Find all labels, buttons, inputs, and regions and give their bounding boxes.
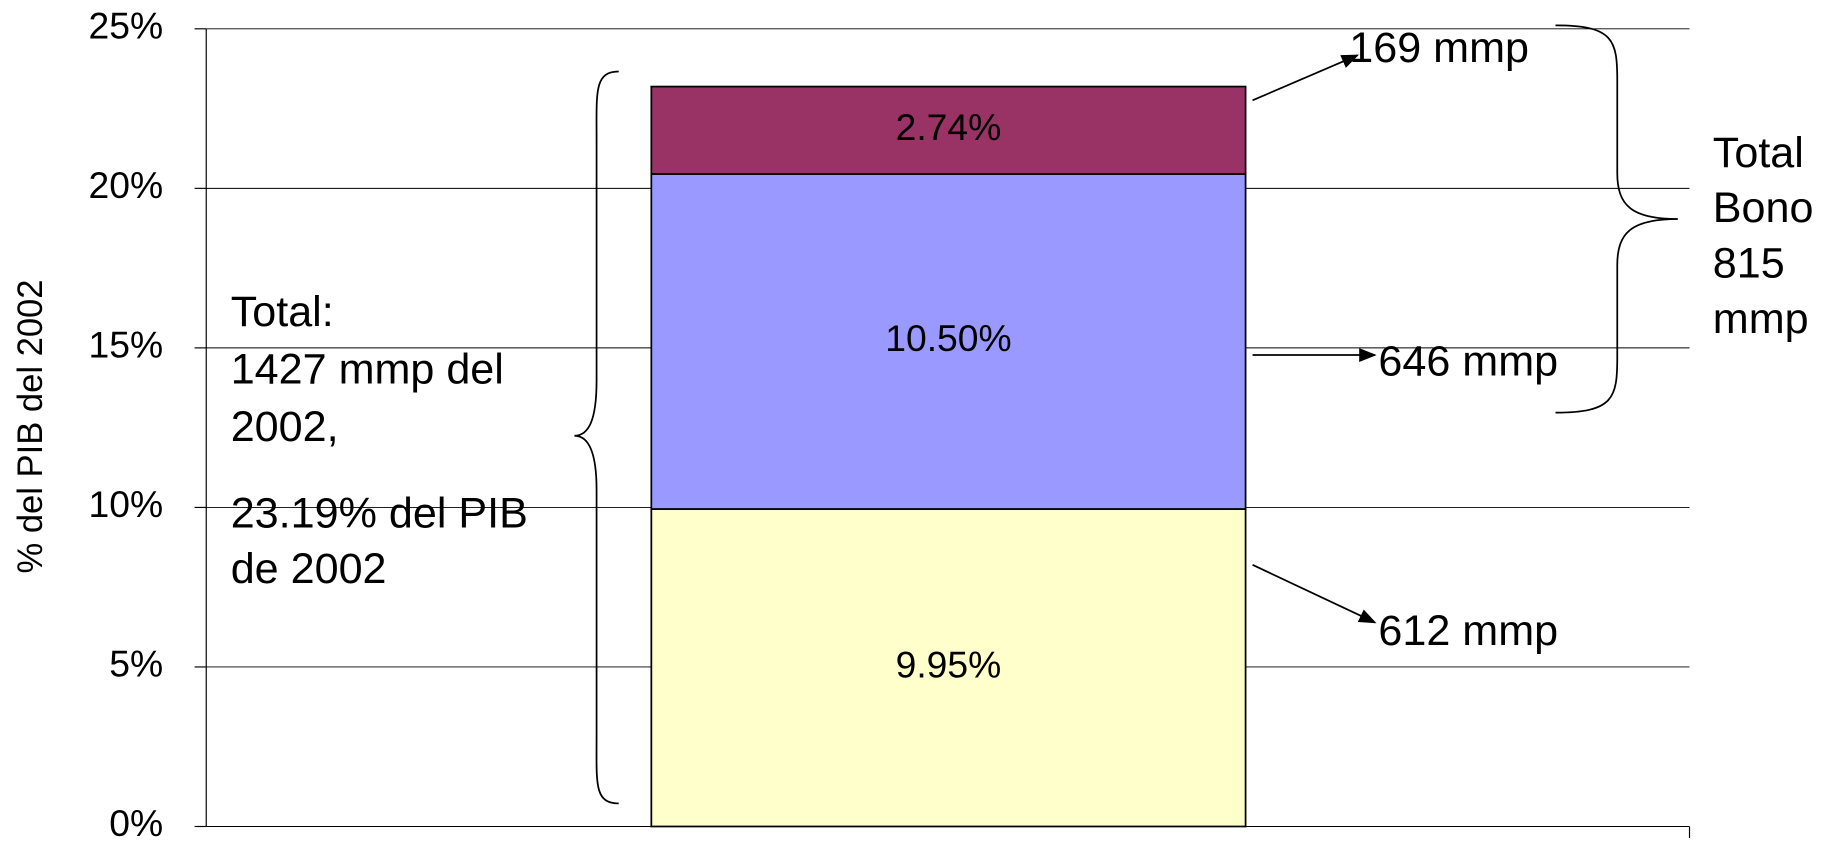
bar-segment bbox=[650, 508, 1247, 828]
brace bbox=[574, 70, 619, 805]
annotation: 612 mmp bbox=[1378, 607, 1558, 655]
annotation: mmp bbox=[1713, 295, 1809, 343]
y-tick-label: 25% bbox=[89, 5, 164, 47]
y-tick-label: 15% bbox=[89, 324, 164, 366]
bar-segment bbox=[650, 85, 1247, 175]
arrow bbox=[1252, 54, 1360, 102]
y-tick-label: 5% bbox=[109, 643, 163, 685]
annotation: de 2002 bbox=[231, 545, 387, 593]
annotation: 23.19% del PIB bbox=[231, 490, 528, 538]
annotation: 1427 mmp del bbox=[231, 346, 504, 394]
y-tick-label: 0% bbox=[109, 802, 163, 844]
data-label: 9.95% bbox=[896, 644, 1002, 686]
annotation: 169 mmp bbox=[1349, 24, 1529, 72]
brace bbox=[1555, 24, 1678, 414]
data-label: 2.74% bbox=[896, 106, 1002, 148]
y-tick-label: 10% bbox=[89, 483, 164, 525]
data-label: 10.50% bbox=[885, 317, 1011, 359]
arrow bbox=[1252, 564, 1377, 624]
y-axis-label: % del PIB del 2002 bbox=[12, 280, 50, 574]
annotation: Total bbox=[1713, 129, 1804, 177]
y-tick-label: 20% bbox=[89, 164, 164, 206]
annotation: Bono bbox=[1713, 184, 1814, 232]
bar-segment bbox=[650, 173, 1247, 510]
annotation: 646 mmp bbox=[1378, 338, 1558, 386]
annotation: 815 bbox=[1713, 240, 1785, 288]
annotation: 2002, bbox=[231, 403, 339, 451]
annotation: Total: bbox=[231, 288, 334, 336]
